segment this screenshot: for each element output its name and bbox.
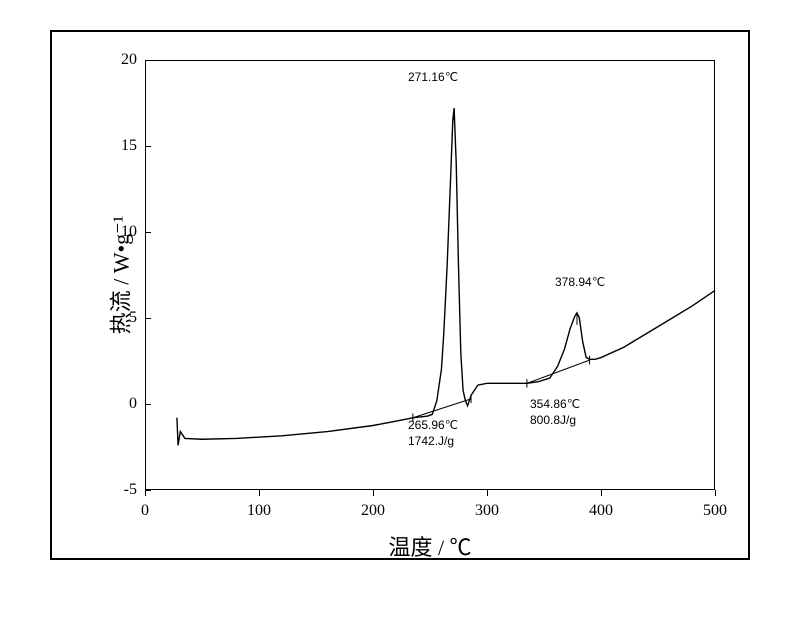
chart-container: 热流 / W•g⁻¹ 温度 / ℃ -505101520010020030040…	[0, 0, 800, 620]
peak1-onset-temp: 265.96℃	[408, 418, 458, 432]
ytick-label: 0	[129, 395, 137, 413]
peak1-onset-block: 265.96℃ 1742.J/g	[408, 418, 458, 449]
ytick-label: 5	[129, 309, 137, 327]
ytick-label: 10	[121, 223, 137, 241]
xtick-label: 200	[361, 502, 385, 520]
xtick-label: 100	[247, 502, 271, 520]
peak2-temp-label: 378.94℃	[555, 275, 605, 291]
x-axis-label: 温度 / ℃	[388, 530, 471, 562]
xtick-label: 0	[141, 502, 149, 520]
peak2-onset-temp: 354.86℃	[530, 397, 580, 411]
peak2-enthalpy: 800.8J/g	[530, 413, 576, 427]
ytick-label: 15	[121, 137, 137, 155]
xtick-label: 300	[475, 502, 499, 520]
peak1-enthalpy: 1742.J/g	[408, 434, 454, 448]
ytick-label: -5	[124, 481, 137, 499]
peak2-onset-block: 354.86℃ 800.8J/g	[530, 397, 580, 428]
peak1-temp-label: 271.16℃	[408, 70, 458, 86]
xtick-label: 500	[703, 502, 727, 520]
ytick-label: 20	[121, 51, 137, 69]
xtick-label: 400	[589, 502, 613, 520]
